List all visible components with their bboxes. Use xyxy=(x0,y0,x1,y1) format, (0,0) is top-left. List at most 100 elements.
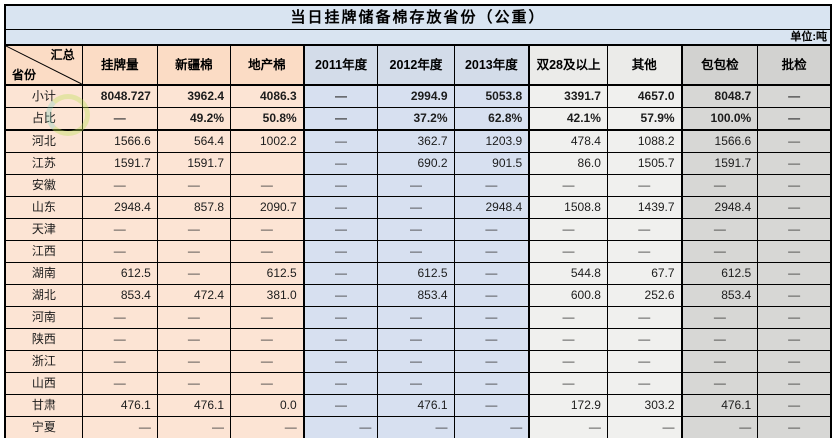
data-cell: 853.4 xyxy=(81,284,158,307)
column-header-row: 汇总 省份 挂牌量 新疆棉 地产棉 2011年度 2012年度 2013年度 双28及以上其… xyxy=(4,44,832,86)
data-cell: — xyxy=(81,174,158,197)
data-cell: — xyxy=(453,416,530,438)
data-cell: — xyxy=(528,350,608,373)
column-header: 包包检 xyxy=(680,44,759,86)
table-row: 陕西 — — — — — — — — — — xyxy=(4,328,832,351)
data-cell: — xyxy=(302,174,379,197)
data-cell: — xyxy=(606,350,683,373)
data-cell: 1566.6 xyxy=(81,129,158,153)
data-cell: 57.9% xyxy=(606,107,683,131)
data-cell: — xyxy=(230,416,305,438)
table-row: 山东 2948.4 857.8 2090.7— —2948.4 1508.8 1439.7 2… xyxy=(4,196,832,219)
row-label: 天津 xyxy=(4,218,83,241)
row-label: 宁夏 xyxy=(4,416,83,438)
data-cell: — xyxy=(81,416,158,438)
data-cell: 67.7 xyxy=(606,262,683,285)
column-header: 新疆棉 xyxy=(156,44,232,86)
data-cell: — xyxy=(680,218,759,241)
data-cell: — xyxy=(757,416,832,438)
data-cell: — xyxy=(377,218,455,241)
data-cell: 476.1 xyxy=(680,394,759,417)
data-cell: — xyxy=(302,350,379,373)
row-label: 占比 xyxy=(4,107,83,131)
data-cell: 1203.9 xyxy=(453,129,530,153)
data-cell: 476.1 xyxy=(156,394,232,417)
data-cell: 4086.3 xyxy=(230,84,305,108)
data-cell: 4657.0 xyxy=(606,84,683,108)
data-cell: — xyxy=(606,328,683,351)
data-cell: — xyxy=(528,416,608,438)
column-header: 2011年度 xyxy=(302,44,379,86)
row-label: 甘肃 xyxy=(4,394,83,417)
data-cell: — xyxy=(453,394,530,417)
data-cell: — xyxy=(302,328,379,351)
data-cell: — xyxy=(757,328,832,351)
data-cell: — xyxy=(156,328,232,351)
data-cell: — xyxy=(453,350,530,373)
data-cell: — xyxy=(680,328,759,351)
table-row: 天津 — — — — — — — — — — xyxy=(4,218,832,241)
data-cell: 612.5 xyxy=(81,262,158,285)
data-cell: — xyxy=(81,107,158,131)
data-cell: 1566.6 xyxy=(680,129,759,153)
data-cell: — xyxy=(757,107,832,131)
table-row: 湖南 612.5—612.5—612.5—544.8 67.7 612.5— xyxy=(4,262,832,285)
data-cell: 1088.2 xyxy=(606,129,683,153)
table-row: 甘肃 476.1 476.1 0.0—476.1—172.9 303.2 476.1— xyxy=(4,394,832,417)
data-cell: — xyxy=(302,196,379,219)
data-cell: 49.2% xyxy=(156,107,232,131)
data-cell: — xyxy=(680,306,759,329)
table-row: 湖北 853.4 472.4 381.0—853.4—600.8 252.6 853.4— xyxy=(4,284,832,307)
data-cell: — xyxy=(680,372,759,395)
table-row: 山西 — — — — — — — — — — xyxy=(4,372,832,395)
title-row: 当日挂牌储备棉存放省份（公重） xyxy=(4,4,832,30)
data-cell: 8048.7 xyxy=(680,84,759,108)
data-cell: — xyxy=(757,262,832,285)
data-cell: — xyxy=(230,306,305,329)
column-header: 批检 xyxy=(757,44,832,86)
reserve-cotton-table: 当日挂牌储备棉存放省份（公重） 单位:吨 汇总 省份 挂牌量 新疆棉 地产棉 2011… xyxy=(4,4,832,438)
data-cell: 612.5 xyxy=(230,262,305,285)
data-cell: 37.2% xyxy=(377,107,455,131)
data-cell: — xyxy=(81,306,158,329)
row-label: 湖北 xyxy=(4,284,83,307)
data-cell: 0.0 xyxy=(230,394,305,417)
data-cell: — xyxy=(302,306,379,329)
data-cell: — xyxy=(230,240,305,263)
data-cell: — xyxy=(377,416,455,438)
data-cell: 1591.7 xyxy=(156,152,232,175)
data-cell: 1002.2 xyxy=(230,129,305,153)
data-cell: — xyxy=(302,152,379,175)
data-cell: — xyxy=(377,240,455,263)
column-header: 双28及以上 xyxy=(528,44,608,86)
data-cell: — xyxy=(156,416,232,438)
data-cell: — xyxy=(528,328,608,351)
data-cell: 1439.7 xyxy=(606,196,683,219)
data-cell: 3962.4 xyxy=(156,84,232,108)
data-cell: — xyxy=(377,328,455,351)
data-cell: — xyxy=(377,174,455,197)
table-title: 当日挂牌储备棉存放省份（公重） xyxy=(4,4,832,30)
row-label: 江西 xyxy=(4,240,83,263)
data-cell: — xyxy=(156,174,232,197)
data-cell: 564.4 xyxy=(156,129,232,153)
data-cell: 50.8% xyxy=(230,107,305,131)
table-row: 江西 — — — — — — — — — — xyxy=(4,240,832,263)
data-cell: — xyxy=(302,240,379,263)
table-row: 宁夏 — — — — — — — — — — xyxy=(4,416,832,438)
data-cell: — xyxy=(757,84,832,108)
column-header: 地产棉 xyxy=(230,44,305,86)
data-cell: — xyxy=(156,350,232,373)
data-cell: 853.4 xyxy=(377,284,455,307)
data-cell: — xyxy=(680,350,759,373)
data-cell: — xyxy=(156,262,232,285)
data-cell: 853.4 xyxy=(680,284,759,307)
table-row: 小计 8048.727 3962.4 4086.3—2994.9 5053.8 3391.… xyxy=(4,84,832,108)
column-header: 2013年度 xyxy=(453,44,530,86)
corner-bottom-label: 省份 xyxy=(12,68,37,82)
data-cell: — xyxy=(453,306,530,329)
data-cell: — xyxy=(757,372,832,395)
data-cell: — xyxy=(757,218,832,241)
data-cell: — xyxy=(302,394,379,417)
